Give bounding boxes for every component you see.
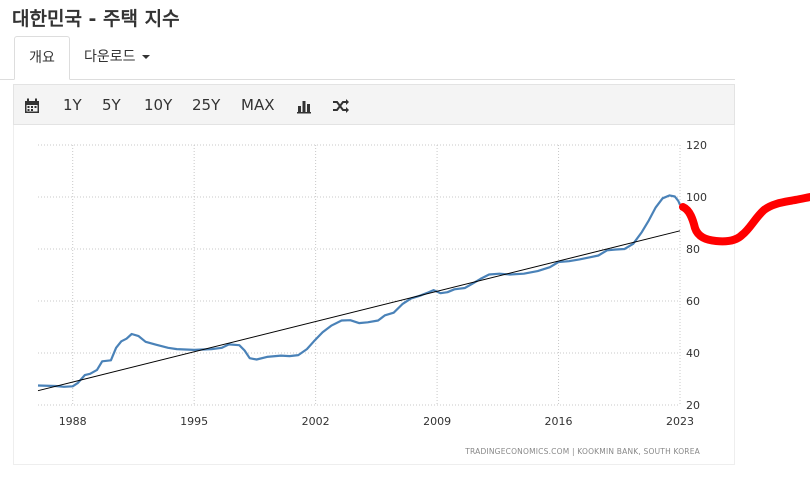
bar-chart-icon[interactable]: [296, 85, 312, 125]
download-label: 다운로드: [84, 49, 136, 65]
calendar-icon[interactable]: [24, 85, 40, 125]
range-25y-button[interactable]: 25Y: [192, 96, 221, 114]
range-max-button[interactable]: MAX: [241, 96, 275, 114]
y-tick-label: 60: [686, 295, 700, 308]
y-tick-label: 80: [686, 243, 700, 256]
shuffle-icon[interactable]: [332, 85, 350, 125]
trend-line: [37, 230, 681, 392]
range-5y-button[interactable]: 5Y: [102, 96, 121, 114]
y-tick-label: 100: [686, 191, 707, 204]
chart-container: [13, 125, 735, 465]
page-title: 대한민국 - 주택 지수: [12, 8, 180, 30]
x-axis-ticks: 1988 1995 2002 2009 2016 2023: [59, 415, 694, 428]
x-tick-label: 2023: [666, 415, 694, 428]
x-tick-label: 1988: [59, 415, 87, 428]
x-tick-label: 2009: [423, 415, 451, 428]
y-axis-ticks: 20 40 60 80 100 120: [686, 139, 707, 412]
tab-bar: 개요 다운로드: [0, 36, 735, 80]
range-10y-button[interactable]: 10Y: [144, 96, 173, 114]
source-credit[interactable]: TRADINGECONOMICS.COM | KOOKMIN BANK, SOU…: [464, 447, 700, 456]
y-tick-label: 20: [686, 399, 700, 412]
red-hand-drawn-annotation: [679, 193, 810, 246]
x-tick-label: 1995: [180, 415, 208, 428]
x-tick-label: 2002: [302, 415, 330, 428]
chart-grid: [38, 144, 681, 406]
housing-index-line: [37, 194, 682, 388]
x-tick-label: 2016: [545, 415, 573, 428]
chart-toolbar: 1Y 5Y 10Y 25Y MAX: [13, 84, 735, 125]
tab-overview[interactable]: 개요: [14, 36, 70, 80]
range-1y-button[interactable]: 1Y: [63, 96, 82, 114]
y-tick-label: 120: [686, 139, 707, 152]
y-tick-label: 40: [686, 347, 700, 360]
caret-down-icon: [141, 55, 150, 59]
download-dropdown[interactable]: 다운로드: [84, 36, 150, 78]
